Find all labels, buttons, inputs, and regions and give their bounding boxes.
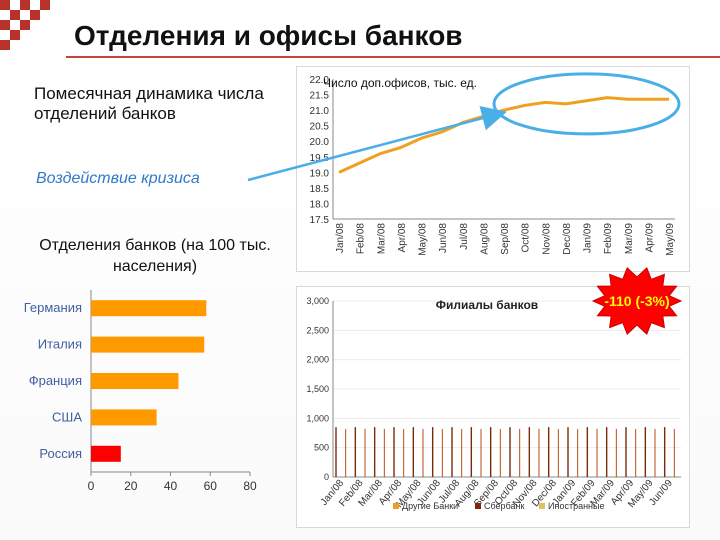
x-tick-label: Mar/09 xyxy=(624,223,635,255)
x-tick-label: Jun/08 xyxy=(438,223,449,253)
decorative-checker xyxy=(0,0,60,50)
crisis-note: Воздействие кризиса xyxy=(36,170,200,187)
y-tick-label: 19.0 xyxy=(310,168,330,179)
x-tick-label: 40 xyxy=(164,479,178,493)
title-divider xyxy=(66,56,720,58)
page-title: Отделения и офисы банков xyxy=(74,20,463,51)
legend-label: Сбербанк xyxy=(484,501,524,511)
x-tick-label: Dec/08 xyxy=(562,223,573,255)
x-tick-label: May/09 xyxy=(665,223,676,256)
x-tick-label: 80 xyxy=(243,479,257,493)
banks-per-capita-bar-chart: 0 20 40 60 80 Германия Италия Франция США Россия xyxy=(24,290,257,493)
y-tick-label: 17.5 xyxy=(310,215,330,226)
bar xyxy=(91,409,157,426)
x-tick-label: Feb/08 xyxy=(356,223,367,255)
x-tick-label: Feb/09 xyxy=(603,223,614,255)
x-tick-label: Jan/09 xyxy=(583,223,594,253)
decline-callout-label: -110 (-3%) xyxy=(604,293,669,309)
y-tick-label: 20.5 xyxy=(310,122,330,133)
x-tick-label: Sep/08 xyxy=(500,223,511,255)
offices-line-chart: 17.5 18.0 18.5 19.0 19.5 20.0 20.5 21.0 21.5 22.0… xyxy=(310,72,681,256)
bar xyxy=(91,336,205,353)
category-label: Россия xyxy=(39,446,82,461)
y-tick-label: 3,000 xyxy=(306,296,329,306)
x-tick-label: Nov/08 xyxy=(541,223,552,255)
series-line xyxy=(338,96,669,174)
legend-label: Другие Банки xyxy=(402,501,458,511)
y-tick-label: 500 xyxy=(314,443,329,453)
x-tick-label: Jul/08 xyxy=(459,223,470,250)
x-tick-label: Jan/08 xyxy=(335,223,346,253)
x-tick-label: Apr/09 xyxy=(644,223,655,253)
x-tick-label: 20 xyxy=(124,479,138,493)
x-tick-label: Apr/08 xyxy=(397,223,408,253)
bar xyxy=(91,373,179,389)
y-tick-label: 1,000 xyxy=(306,413,329,423)
chart-subtitle: Помесячная динамика числа отделений банк… xyxy=(34,84,264,123)
branches-chart-title: Филиалы банков xyxy=(436,298,538,312)
x-tick-label: Aug/08 xyxy=(479,223,490,255)
crisis-highlight-ellipse xyxy=(492,72,681,136)
x-tick-label: 0 xyxy=(88,479,95,493)
category-label: Германия xyxy=(24,300,82,315)
y-tick-label: 21.0 xyxy=(310,106,330,117)
bar xyxy=(91,300,207,317)
banks-chart-title: Отделения банков (на 100 тыс. населения) xyxy=(39,237,271,275)
legend-label: Иностранные xyxy=(548,501,605,511)
x-tick-label: 60 xyxy=(204,479,218,493)
x-tick-label: May/08 xyxy=(418,223,429,256)
legend-swatch xyxy=(393,503,399,509)
y-tick-label: 0 xyxy=(324,472,329,482)
y-tick-label: 18.5 xyxy=(310,184,330,195)
legend-swatch xyxy=(475,503,481,509)
line-chart-title: Число доп.офисов, тыс. ед. xyxy=(323,76,477,90)
decline-callout-burst: -110 (-3%) xyxy=(591,267,683,335)
legend-swatch xyxy=(539,503,545,509)
y-tick-label: 1,500 xyxy=(306,384,329,394)
x-tick-label: Oct/08 xyxy=(521,223,532,253)
y-tick-label: 18.0 xyxy=(310,199,330,210)
y-tick-label: 19.5 xyxy=(310,153,330,164)
category-label: США xyxy=(52,409,82,424)
bank-branches-chart: 05001,0001,5002,0002,5003,000Jan/08Feb/0… xyxy=(306,296,681,511)
category-label: Франция xyxy=(29,373,82,388)
y-tick-label: 20.0 xyxy=(310,137,330,148)
y-tick-label: 21.5 xyxy=(310,91,330,102)
offices-line-chart-panel: 17.5 18.0 18.5 19.0 19.5 20.0 20.5 21.0 21.5 22.0… xyxy=(296,66,690,272)
y-tick-label: 2,500 xyxy=(306,325,329,335)
category-label: Италия xyxy=(38,337,82,352)
y-tick-label: 22.0 xyxy=(310,75,330,86)
bar xyxy=(91,445,121,462)
x-tick-label: Mar/08 xyxy=(376,223,387,255)
y-tick-label: 2,000 xyxy=(306,355,329,365)
